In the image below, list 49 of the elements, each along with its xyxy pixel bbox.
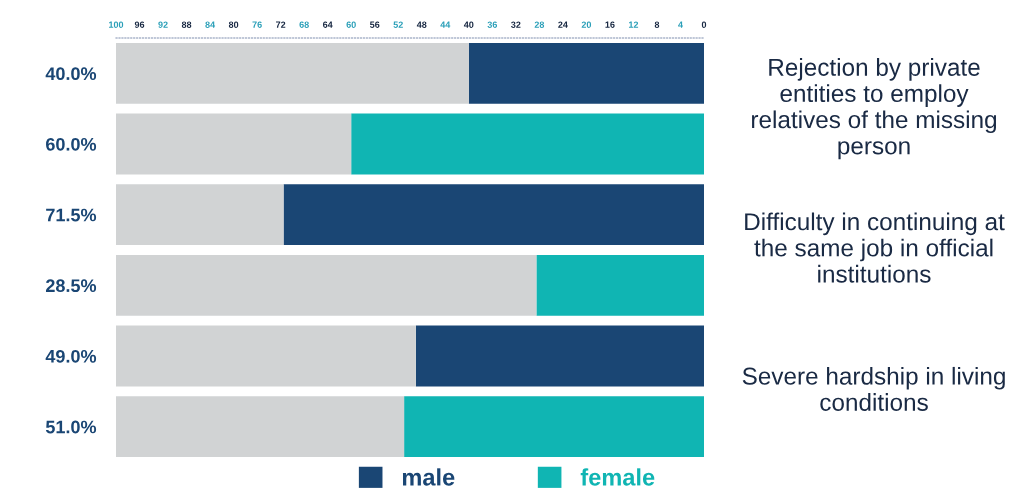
bar: [116, 325, 416, 387]
x-tick-label: 4: [678, 21, 683, 28]
y-tick-label: 51.0%: [45, 420, 97, 434]
bar: [536, 254, 704, 316]
x-tick-label: 8: [654, 21, 660, 28]
x-tick-label: 52: [393, 21, 403, 28]
x-tick-label: 40: [463, 21, 474, 28]
x-tick-label: 56: [369, 21, 380, 28]
bar: [116, 184, 284, 246]
x-tick-label: 20: [581, 21, 592, 28]
bar: [116, 396, 405, 458]
bar: [116, 113, 352, 175]
text: Rejection by private entities to employ relatives of the missing person: [752, 58, 997, 160]
y-tick-label: 28.5%: [45, 279, 97, 293]
x-tick-label: 80: [228, 21, 239, 28]
x-tick-label: 32: [511, 21, 521, 28]
y-tick-label: 71.5%: [46, 208, 97, 222]
legend-label: female: [580, 468, 655, 486]
x-tick-label: 0: [701, 21, 707, 28]
x-tick-label: 36: [487, 21, 498, 28]
x-tick-label: 88: [181, 21, 192, 28]
x-tick-label: 68: [299, 21, 309, 28]
bar: [116, 254, 537, 316]
x-tick-label: 44: [440, 21, 451, 28]
x-tick-label: 84: [205, 21, 216, 28]
x-tick-label: 64: [322, 21, 333, 28]
x-tick-label: 16: [605, 21, 615, 28]
x-tick-label: 28: [534, 21, 545, 28]
y-tick-label: 49.0%: [45, 349, 97, 363]
legend-label: male: [402, 468, 455, 486]
x-tick-label: 60: [346, 21, 356, 28]
x-tick-label: 92: [158, 21, 168, 28]
bar: [116, 42, 469, 104]
bar: [404, 396, 704, 458]
y-tick-label: 60.0%: [46, 137, 97, 151]
x-tick-label: 24: [558, 21, 568, 28]
bar: [283, 184, 704, 246]
x-tick-label: 76: [252, 21, 262, 28]
bar: [468, 42, 704, 104]
bar: [351, 113, 704, 175]
x-tick-label: 12: [628, 21, 639, 28]
text: Difficulty in continuing at the same job in official institutions: [745, 212, 1005, 283]
x-tick-label: 72: [276, 21, 286, 28]
text: Severe hardship in living conditions: [742, 366, 1005, 411]
x-tick-label: 100: [109, 21, 124, 28]
x-tick-label: 96: [134, 21, 145, 28]
x-tick-label: 48: [416, 21, 427, 28]
y-tick-label: 40.0%: [45, 67, 97, 81]
bar: [415, 325, 704, 387]
